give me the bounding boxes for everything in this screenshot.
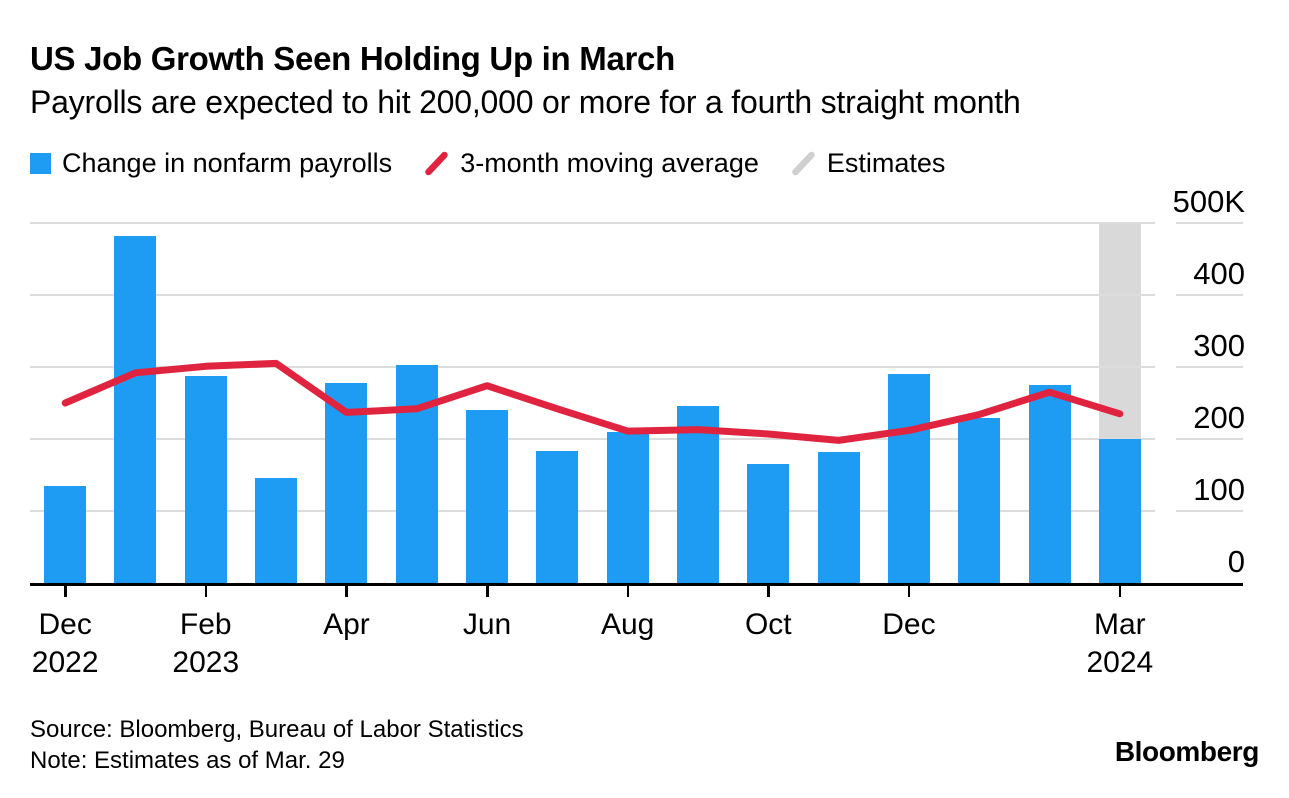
- x-tick-label-line: Oct: [744, 608, 792, 641]
- gutter-gridline: [1176, 438, 1243, 440]
- x-tick-mark: [64, 586, 67, 597]
- x-tick-mark: [486, 586, 489, 597]
- bar: [114, 235, 157, 583]
- legend-label-payrolls: Change in nonfarm payrolls: [62, 148, 393, 178]
- legend-label-moving-average: 3-month moving average: [460, 148, 759, 178]
- gridline: [30, 366, 1155, 368]
- chart-title: US Job Growth Seen Holding Up in March: [30, 40, 675, 77]
- x-tick-label-line: Dec: [38, 608, 92, 641]
- chart-subtitle: Payrolls are expected to hit 200,000 or …: [30, 84, 1021, 120]
- x-tick-mark: [1118, 586, 1122, 597]
- bar: [325, 382, 368, 583]
- x-tick-label-line: Feb: [179, 608, 232, 641]
- legend-label-estimates: Estimates: [826, 148, 946, 178]
- x-tick-label: Jun: [417, 606, 557, 644]
- moving-average-line: [61, 359, 1124, 444]
- estimates-note: Note: Estimates as of Mar. 29: [30, 747, 345, 774]
- bar: [1098, 439, 1141, 583]
- x-tick-label: Oct: [698, 606, 838, 644]
- bar: [958, 418, 1001, 583]
- bloomberg-logo: Bloomberg: [1114, 736, 1260, 767]
- x-tick-mark: [907, 586, 911, 597]
- x-tick-label-line: Aug: [600, 608, 655, 641]
- x-tick-label-line: Mar: [1094, 608, 1146, 641]
- footer-notes: Source: Bloomberg, Bureau of Labor Stati…: [30, 714, 524, 776]
- x-tick-label-line: Apr: [323, 608, 370, 641]
- bar: [606, 431, 649, 583]
- gridline: [30, 294, 1155, 296]
- plot-area: [30, 222, 1155, 583]
- x-tick-label-line: Jun: [462, 608, 512, 641]
- x-tick-label: Dec: [839, 606, 979, 644]
- bar: [44, 485, 87, 583]
- bar-swatch-icon: [30, 153, 51, 174]
- chart-legend: Change in nonfarm payrolls 3-month movin…: [30, 148, 945, 179]
- y-tick-label: 200: [1193, 400, 1245, 435]
- bar: [184, 376, 227, 583]
- bar: [676, 405, 719, 583]
- x-tick-mark: [345, 586, 348, 597]
- x-tick-label: Feb 2023: [136, 606, 276, 682]
- gutter-gridline: [1176, 222, 1243, 224]
- bar: [536, 450, 579, 583]
- x-tick-mark: [626, 586, 630, 597]
- x-tick-mark: [204, 586, 208, 597]
- x-tick-label-line: Dec: [882, 608, 936, 641]
- x-tick-label: Dec 2022: [0, 606, 135, 682]
- gutter-gridline: [1176, 366, 1243, 368]
- source-note: Source: Bloomberg, Bureau of Labor Stati…: [30, 716, 524, 743]
- y-tick-label: 300: [1193, 328, 1245, 363]
- x-tick-label: Apr: [276, 606, 416, 644]
- bar: [466, 410, 509, 583]
- x-tick-label: Mar 2024: [1050, 606, 1190, 682]
- legend-item-estimates: Estimates: [791, 148, 946, 179]
- bar: [747, 464, 790, 583]
- legend-item-payrolls: Change in nonfarm payrolls: [30, 148, 392, 179]
- bar: [887, 374, 930, 583]
- x-tick-mark: [767, 586, 770, 597]
- gridline: [30, 438, 1155, 440]
- y-tick-label: 100: [1193, 472, 1245, 507]
- gutter-gridline: [1176, 510, 1243, 512]
- bar: [1028, 385, 1071, 583]
- x-tick-label-line: 2023: [172, 646, 240, 679]
- y-tick-label: 400: [1193, 256, 1245, 291]
- bar: [255, 477, 298, 583]
- x-tick-label-line: 2024: [1086, 646, 1154, 679]
- x-tick-label-line: 2022: [31, 646, 99, 679]
- gutter-gridline: [1176, 294, 1243, 296]
- y-tick-label: 0: [1227, 544, 1245, 579]
- x-axis-line: [30, 583, 1243, 586]
- legend-item-moving-average: 3-month moving average: [424, 148, 759, 179]
- gray-slash-icon: [792, 151, 815, 176]
- y-tick-label: 500K: [1172, 184, 1245, 219]
- gridline: [30, 222, 1155, 224]
- bar: [817, 451, 860, 583]
- gridline: [30, 510, 1155, 512]
- x-tick-label: Aug: [558, 606, 698, 644]
- red-slash-icon: [425, 151, 448, 176]
